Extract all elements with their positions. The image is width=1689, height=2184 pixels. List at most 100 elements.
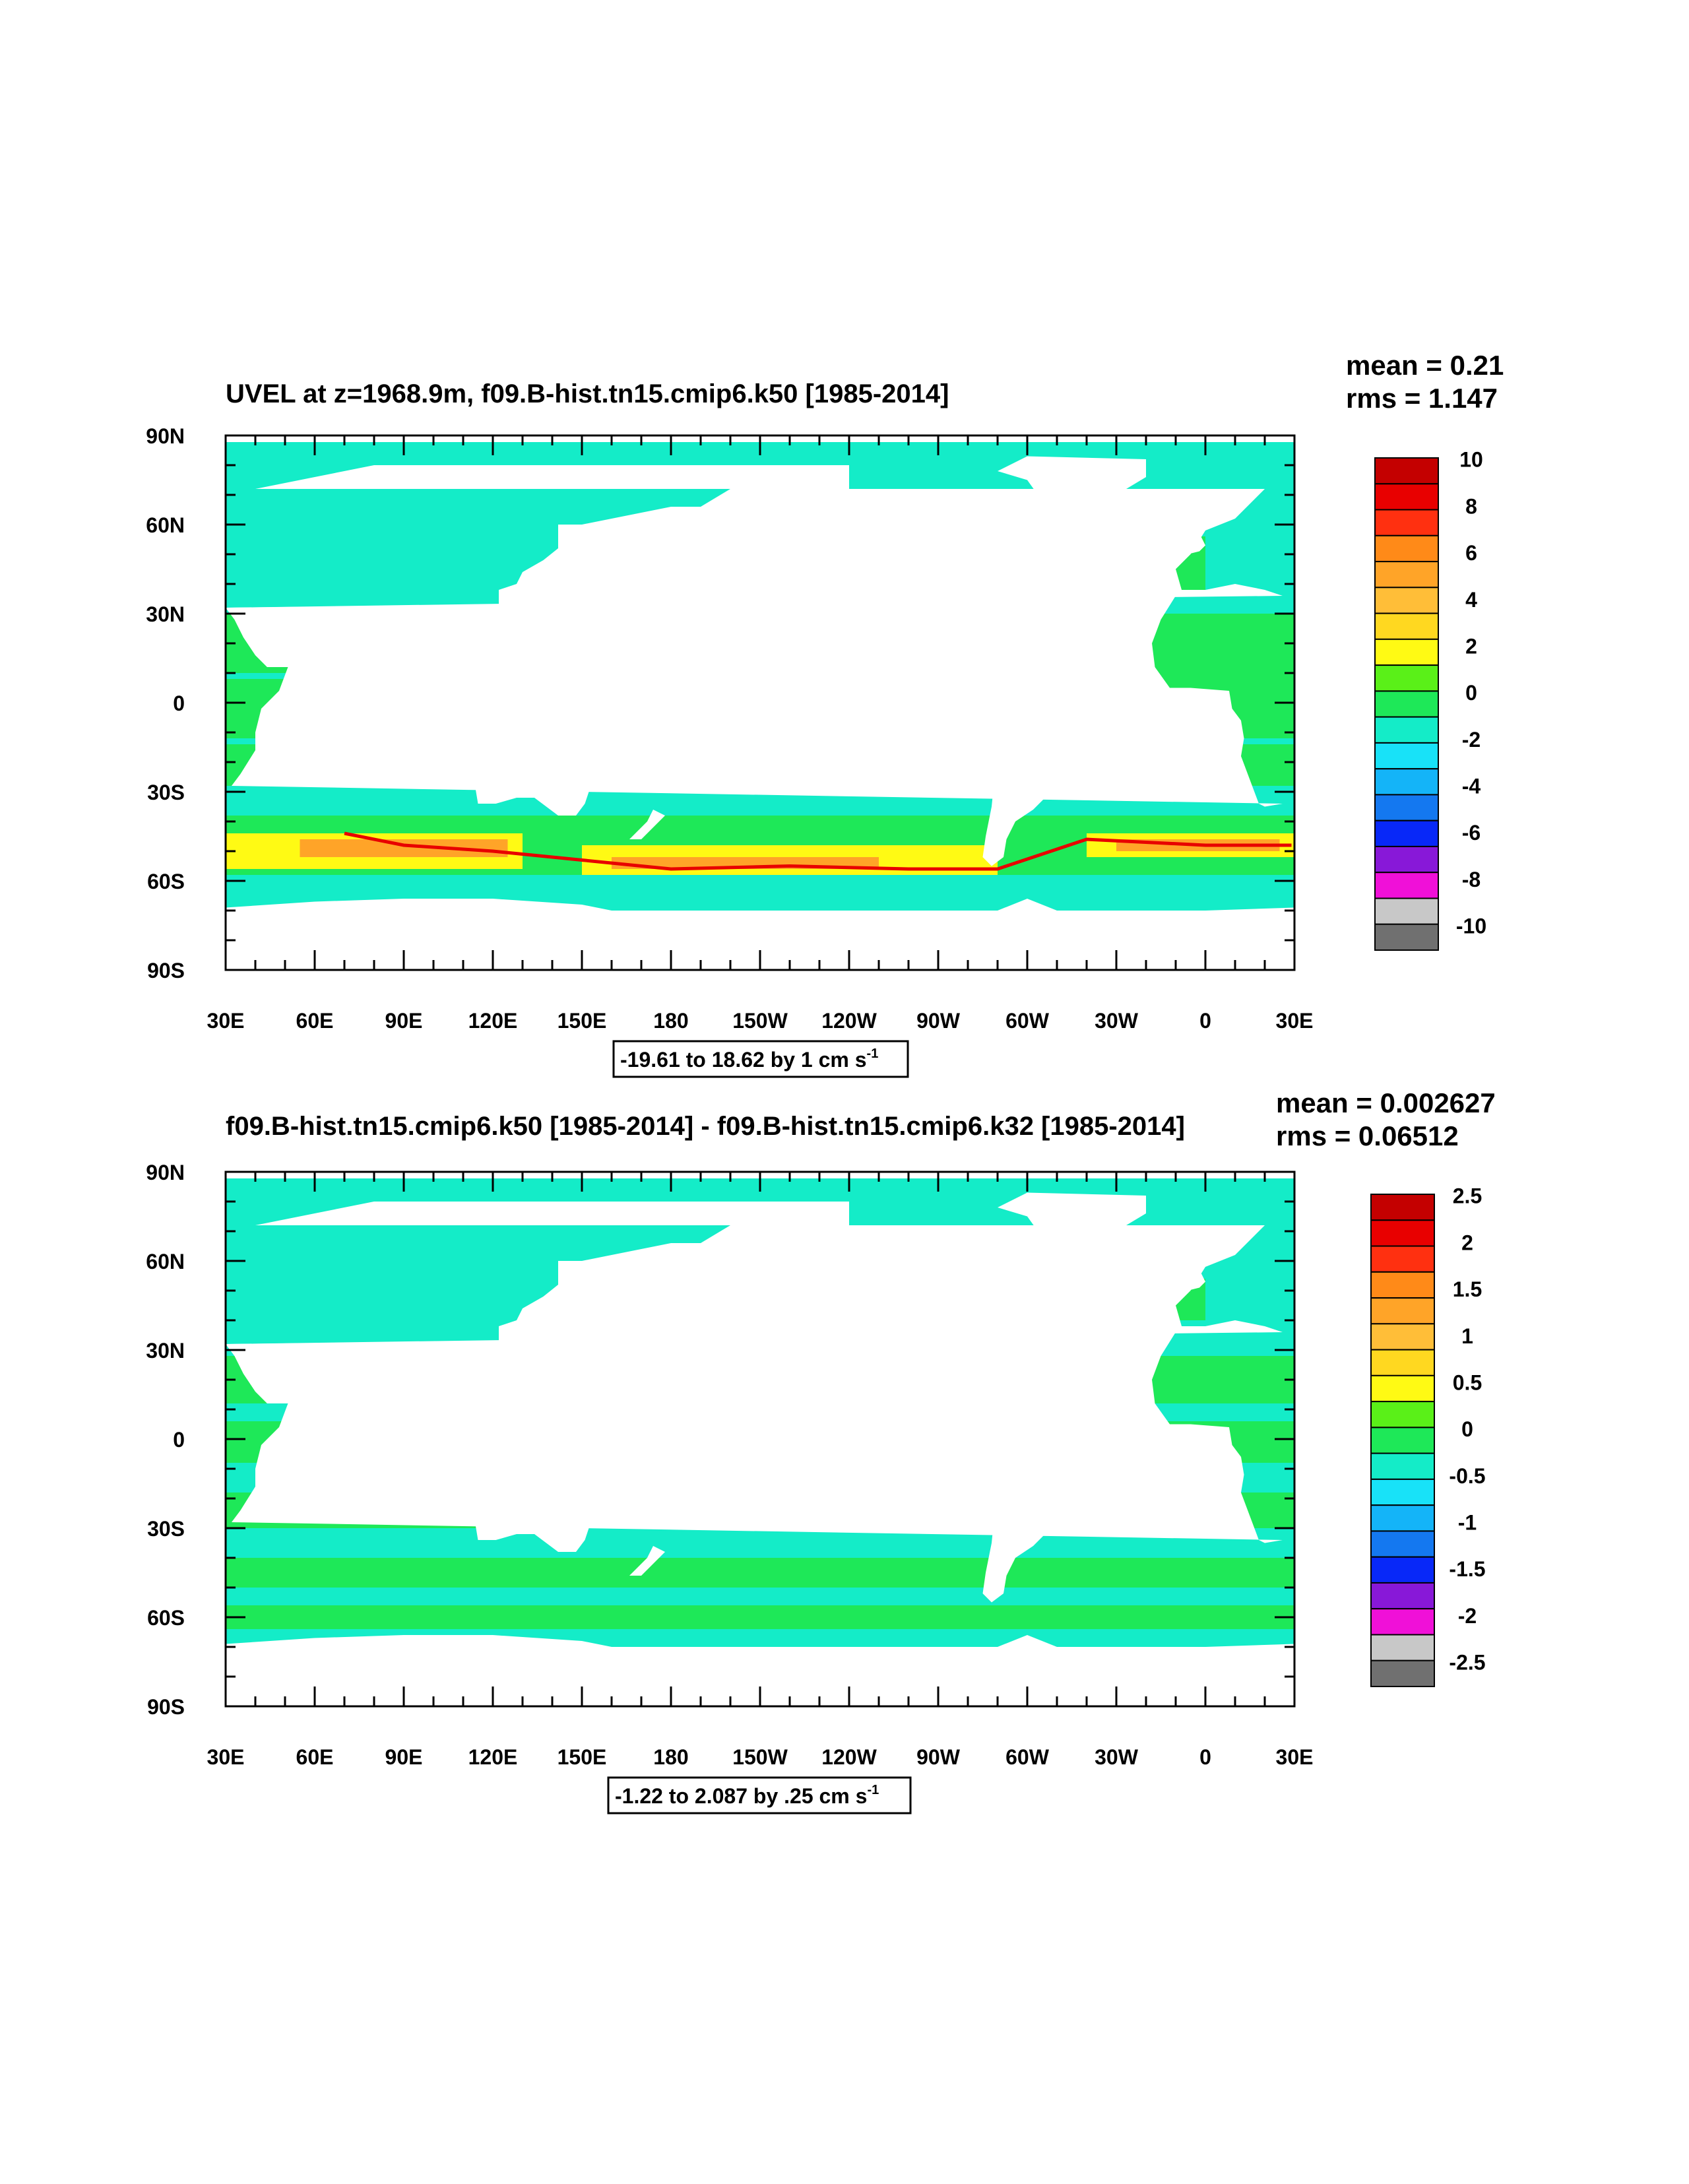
panel-2: 90N 60N 30N 0 30S 60S 90S 30E 60E 90E 120E 150E 180 1… bbox=[146, 1087, 1496, 1815]
colorbar-swatch bbox=[1370, 1634, 1435, 1661]
colorbar-label: -8 bbox=[1462, 868, 1481, 891]
lat-label: 0 bbox=[173, 691, 185, 715]
lat-label: 0 bbox=[173, 1428, 185, 1452]
colorbar-label: -1 bbox=[1458, 1511, 1477, 1535]
lon-label: 30W bbox=[1095, 1745, 1139, 1769]
map-area bbox=[226, 1172, 1294, 1706]
lon-label: 90W bbox=[916, 1009, 961, 1033]
land-south-america bbox=[965, 1406, 1102, 1603]
colorbar-swatch bbox=[1374, 638, 1439, 666]
lon-label: 120W bbox=[821, 1009, 877, 1033]
land-japan bbox=[523, 1305, 558, 1347]
colorbar-swatch bbox=[1374, 587, 1439, 614]
contour-info-box bbox=[607, 1776, 912, 1815]
colorbar-label: 10 bbox=[1459, 448, 1483, 472]
mean-stat: mean = 0.21 bbox=[1346, 350, 1504, 381]
antarctic-circumpolar-streak bbox=[344, 831, 1292, 871]
land-north-america bbox=[715, 489, 1039, 679]
colorbar-swatch bbox=[1370, 1659, 1435, 1687]
colorbar-swatch bbox=[1374, 716, 1439, 744]
unit-exponent: -1 bbox=[867, 1046, 879, 1061]
lon-label: 0 bbox=[1199, 1009, 1211, 1033]
unit-exponent: -1 bbox=[867, 1783, 879, 1797]
lon-label: 30E bbox=[207, 1745, 245, 1769]
lon-label: 60E bbox=[296, 1009, 334, 1033]
lon-label: 120W bbox=[821, 1745, 877, 1769]
colorbar-label: -0.5 bbox=[1449, 1464, 1485, 1488]
colorbar-swatch bbox=[1370, 1219, 1435, 1247]
lat-label: 60S bbox=[147, 870, 185, 893]
land-australia bbox=[475, 735, 591, 816]
lat-label: 30N bbox=[146, 1339, 185, 1363]
land-south-america bbox=[965, 670, 1102, 866]
lon-label: 60E bbox=[296, 1745, 334, 1769]
lat-label: 60N bbox=[146, 1250, 185, 1273]
lat-label: 90S bbox=[147, 959, 185, 982]
land-britain bbox=[1184, 530, 1205, 554]
rms-stat: rms = 0.06512 bbox=[1276, 1120, 1459, 1151]
lat-label: 30N bbox=[146, 602, 185, 626]
land-britain bbox=[1184, 1267, 1205, 1291]
colorbar-label: -1.5 bbox=[1449, 1557, 1485, 1581]
lon-label: 150E bbox=[558, 1745, 607, 1769]
land-north-america bbox=[715, 1225, 1039, 1415]
colorbar-swatch bbox=[1370, 1271, 1435, 1299]
colorbar-swatch bbox=[1370, 1297, 1435, 1325]
colorbar-label: 1 bbox=[1461, 1324, 1473, 1348]
lat-label: 90N bbox=[146, 424, 185, 448]
lon-label: 30E bbox=[207, 1009, 245, 1033]
land-japan bbox=[523, 569, 558, 611]
colorbar-label: 0 bbox=[1461, 1417, 1473, 1441]
mean-stat: mean = 0.002627 bbox=[1276, 1087, 1496, 1118]
colorbar-label: 0.5 bbox=[1453, 1370, 1482, 1394]
land-eurasia bbox=[226, 1202, 1283, 1433]
lon-label: 60W bbox=[1005, 1745, 1050, 1769]
lon-label: 150W bbox=[732, 1745, 788, 1769]
lon-label: 120E bbox=[468, 1009, 518, 1033]
ocean-band bbox=[300, 839, 508, 857]
land-greenland bbox=[998, 456, 1146, 525]
land-australia bbox=[475, 1471, 591, 1552]
lat-label: 60N bbox=[146, 513, 185, 537]
panel-title: f09.B-hist.tn15.cmip6.k50 [1985-2014] - … bbox=[226, 1112, 1185, 1141]
land-madagascar bbox=[267, 1475, 285, 1514]
colorbar-swatch bbox=[1370, 1323, 1435, 1351]
contour-info-text: -19.61 to 18.62 by 1 cm s-1 bbox=[620, 1046, 878, 1072]
colorbar-label: -10 bbox=[1456, 915, 1486, 938]
colorbar: 2.5 2 1.5 1 0.5 0 -0.5 -1 -1.5 -2 -2.5 bbox=[1370, 1184, 1486, 1687]
lon-label: 90E bbox=[385, 1745, 423, 1769]
colorbar-swatch bbox=[1374, 534, 1439, 563]
colorbar-label: 2 bbox=[1461, 1231, 1473, 1254]
colorbar-label: -2 bbox=[1462, 728, 1481, 752]
colorbar-swatch bbox=[1370, 1582, 1435, 1610]
colorbar-swatch bbox=[1374, 794, 1439, 821]
colorbar-swatch bbox=[1370, 1452, 1435, 1480]
panel-title: UVEL at z=1968.9m, f09.B-hist.tn15.cmip6… bbox=[226, 379, 949, 408]
colorbar-swatch bbox=[1374, 664, 1439, 692]
colorbar-label: 0 bbox=[1465, 681, 1477, 705]
colorbar-swatch bbox=[1374, 612, 1439, 640]
lon-label: 60W bbox=[1005, 1009, 1050, 1033]
colorbar-label: 6 bbox=[1465, 541, 1477, 565]
colorbar-swatch bbox=[1374, 845, 1439, 874]
colorbar-swatch bbox=[1370, 1349, 1435, 1376]
lon-label: 90W bbox=[916, 1745, 961, 1769]
colorbar-swatch bbox=[1374, 872, 1439, 899]
land-greenland bbox=[998, 1192, 1146, 1261]
colorbar-swatch bbox=[1374, 742, 1439, 770]
colorbar-label: -2.5 bbox=[1449, 1651, 1485, 1675]
colorbar-swatch bbox=[1370, 1530, 1435, 1558]
lat-label: 30S bbox=[147, 781, 185, 804]
colorbar-swatch bbox=[1370, 1194, 1435, 1221]
colorbar-label: 2.5 bbox=[1453, 1184, 1482, 1208]
colorbar-swatch bbox=[1374, 483, 1439, 511]
lat-label: 90S bbox=[147, 1695, 185, 1719]
lon-label: 150E bbox=[558, 1009, 607, 1033]
lon-label: 180 bbox=[653, 1009, 688, 1033]
colorbar-swatch bbox=[1370, 1556, 1435, 1584]
colorbar-label: 1.5 bbox=[1453, 1277, 1482, 1301]
colorbar-swatch bbox=[1370, 1374, 1435, 1403]
contour-info-box bbox=[612, 1040, 909, 1078]
colorbar-swatch bbox=[1374, 819, 1439, 847]
